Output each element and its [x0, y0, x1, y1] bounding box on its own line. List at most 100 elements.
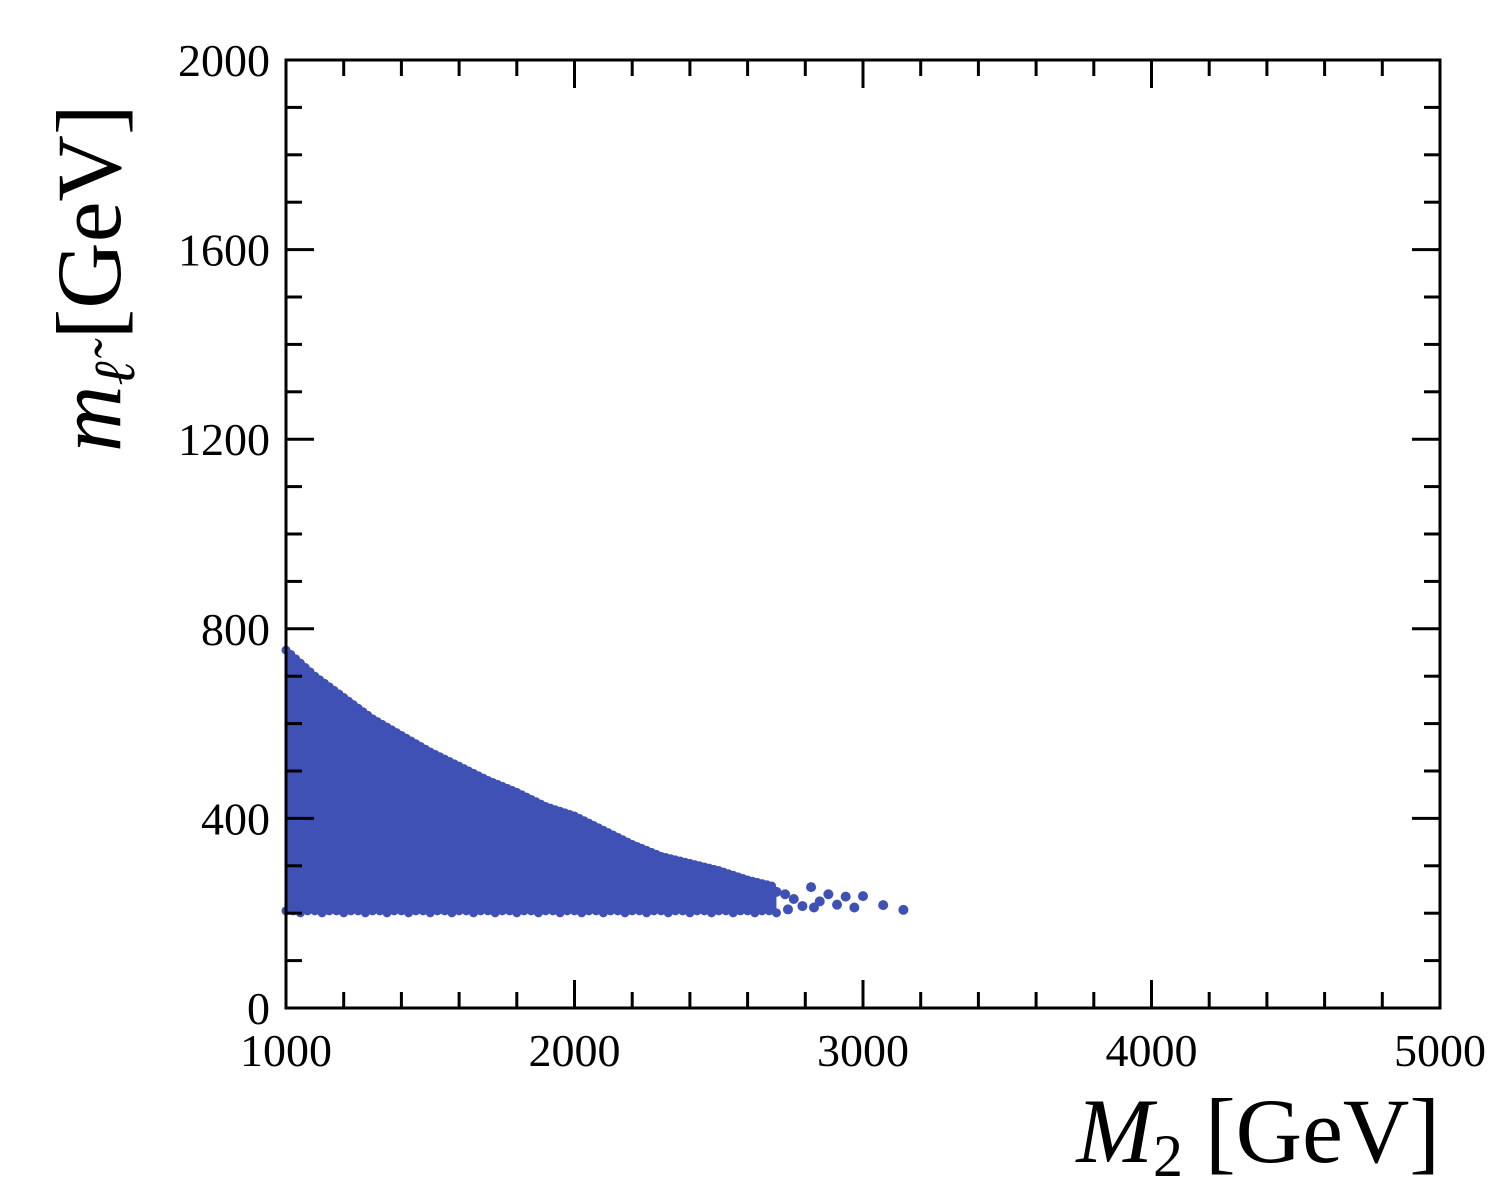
y-tick-label: 0	[247, 983, 270, 1034]
y-axis-label: mℓ̃[GeV]	[38, 104, 147, 452]
data-point	[699, 906, 709, 916]
data-point	[584, 906, 594, 916]
data-point	[692, 906, 702, 916]
data-point	[823, 889, 834, 900]
data-point	[754, 903, 765, 914]
data-point	[788, 893, 799, 904]
data-point	[461, 906, 471, 916]
data-point	[512, 908, 522, 918]
data-point	[368, 906, 378, 916]
data-point	[878, 900, 889, 911]
data-point	[707, 901, 718, 912]
data-point	[346, 906, 356, 916]
data-point	[360, 908, 370, 918]
data-point	[440, 906, 450, 916]
data-point	[765, 898, 776, 909]
data-point	[476, 906, 486, 916]
data-point	[679, 898, 690, 909]
data-point	[832, 899, 843, 910]
x-axis-label: M2 [GeV]	[1074, 1080, 1440, 1189]
data-point	[664, 858, 675, 869]
data-point	[519, 906, 529, 916]
data-point	[598, 908, 608, 918]
data-point	[613, 906, 623, 916]
data-point	[469, 908, 479, 918]
data-point	[858, 891, 868, 902]
data-point	[432, 906, 442, 916]
data-point	[719, 880, 730, 891]
data-point	[483, 906, 493, 916]
dense-point-region	[286, 650, 777, 911]
data-points	[281, 645, 909, 918]
data-point	[533, 908, 543, 918]
data-point	[317, 908, 327, 918]
y-tick-label: 1600	[178, 225, 270, 276]
data-point	[526, 906, 536, 916]
data-point	[742, 901, 753, 912]
data-point	[656, 903, 667, 914]
data-point	[396, 906, 406, 916]
data-point	[780, 889, 791, 900]
data-point	[555, 908, 565, 918]
data-point	[353, 906, 363, 916]
data-point	[806, 882, 817, 893]
data-point	[771, 886, 782, 897]
data-point	[687, 865, 698, 876]
data-point	[303, 906, 313, 916]
data-point	[736, 886, 747, 897]
data-point	[745, 888, 756, 899]
data-point	[541, 906, 551, 916]
data-point	[721, 906, 731, 916]
data-point	[331, 906, 341, 916]
data-point	[719, 893, 730, 904]
data-point	[849, 902, 860, 913]
data-point	[634, 906, 644, 916]
x-tick-label: 4000	[1106, 1025, 1198, 1076]
data-point	[577, 908, 587, 918]
data-point	[699, 896, 710, 907]
data-point	[562, 906, 572, 916]
data-point	[840, 891, 851, 902]
data-point	[310, 906, 320, 916]
data-point	[375, 906, 385, 916]
data-point	[731, 903, 742, 914]
data-point	[771, 908, 781, 918]
data-point	[339, 908, 349, 918]
data-point	[663, 908, 673, 918]
x-tick-label: 1000	[240, 1025, 332, 1076]
data-point	[425, 908, 435, 918]
y-tick-label: 800	[201, 604, 270, 655]
tick-labels: 1000 2000 3000 4000 5000 0 400 800 1200 1600 2000	[178, 35, 1486, 1076]
data-point	[728, 884, 739, 895]
data-point	[382, 908, 392, 918]
data-point	[411, 906, 421, 916]
data-point	[797, 901, 808, 912]
data-point	[762, 882, 773, 893]
data-point	[404, 908, 414, 918]
data-point	[685, 908, 695, 918]
data-point	[497, 906, 507, 916]
data-point	[447, 908, 457, 918]
data-point	[673, 860, 684, 871]
data-point	[606, 906, 616, 916]
data-point	[898, 904, 909, 915]
data-point	[418, 906, 428, 916]
data-point	[548, 906, 558, 916]
data-point	[389, 906, 399, 916]
x-tick-label: 2000	[529, 1025, 621, 1076]
data-point	[591, 906, 601, 916]
data-point	[324, 906, 334, 916]
axis-ticks	[284, 58, 1442, 1010]
y-tick-label: 2000	[178, 35, 270, 86]
data-point	[710, 877, 721, 888]
data-point	[454, 906, 464, 916]
data-point	[670, 906, 680, 916]
data-point	[754, 891, 765, 902]
x-tick-label: 5000	[1394, 1025, 1486, 1076]
data-point	[642, 908, 652, 918]
x-tick-label: 3000	[817, 1025, 909, 1076]
y-tick-label: 400	[201, 793, 270, 844]
data-point	[627, 906, 637, 916]
data-point	[782, 904, 793, 915]
